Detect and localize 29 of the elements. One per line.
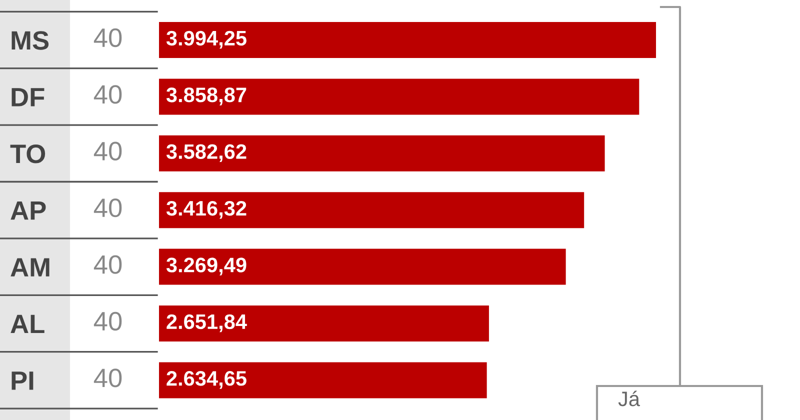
y-tick-label: TO [10,144,46,164]
y-tick-label: AL [10,314,44,334]
text: 40 [94,368,122,388]
data-label: 3.269,49 [166,258,246,276]
data-label: 2.634,65 [166,371,246,389]
bar [159,22,656,58]
text: 40 [94,255,122,274]
bar [159,78,640,115]
text: 40 [94,28,122,48]
y-tick-label: MS [12,31,49,50]
bar [159,135,605,172]
text: 40 [94,85,122,104]
data-label: 3.994,25 [166,30,246,49]
text: 40 [94,198,122,218]
text: 40 [94,312,122,331]
text: 40 [94,142,122,160]
annotation: Já [618,390,640,406]
data-label: 3.416,32 [166,200,246,219]
y-tick-label: PI [12,372,34,390]
bar [159,192,584,228]
y-tick-label: AM [10,258,50,276]
data-label: 2.651,84 [166,314,247,332]
y-tick-label: AP [10,202,46,220]
y-tick-label: DF [12,88,44,106]
bar [159,306,489,342]
bar [159,362,487,398]
bar [159,248,566,285]
data-label: 3.858,87 [166,88,246,106]
data-label: 3.582,62 [166,144,246,162]
